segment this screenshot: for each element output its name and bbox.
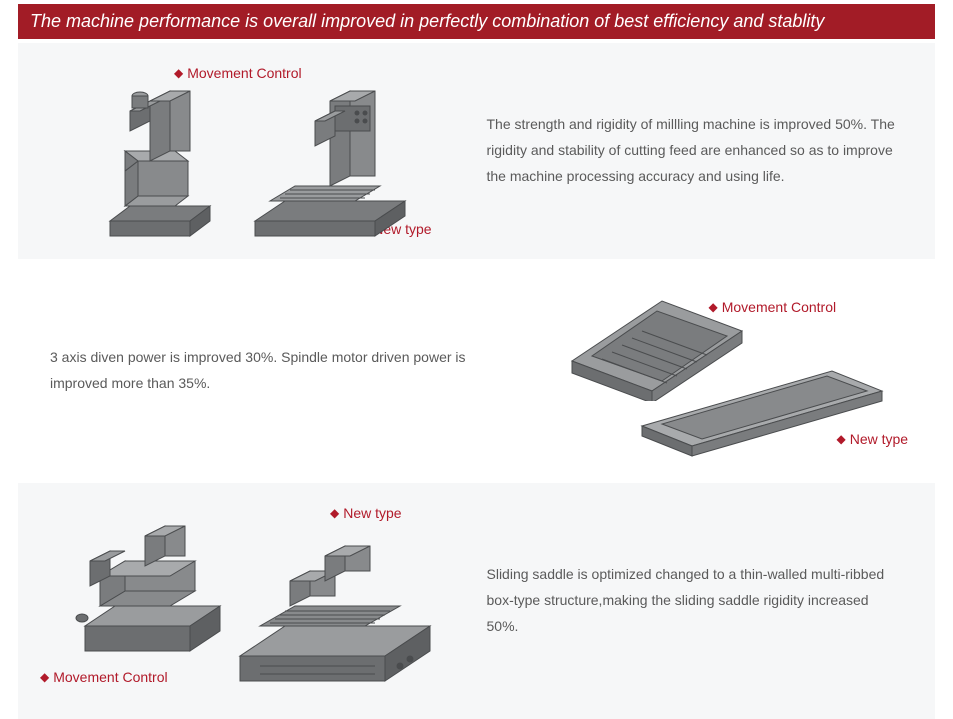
machine-illustration — [70, 516, 240, 666]
label-text: New type — [343, 505, 401, 521]
machine-illustration — [235, 71, 425, 241]
paragraph: 3 axis diven power is improved 30%. Spin… — [50, 345, 467, 397]
section-1: ◆Movement Control ◆New type — [18, 43, 935, 259]
diamond-icon: ◆ — [330, 506, 339, 520]
machine-illustration — [230, 526, 450, 701]
label-movement-control: ◆ Movement Control — [40, 669, 168, 685]
section-1-text: The strength and rigidity of millling ma… — [477, 112, 914, 190]
section-3-images: ◆ New type ◆ Movement Control — [40, 501, 477, 701]
label-text: Movement Control — [53, 669, 167, 685]
machine-illustration — [80, 71, 240, 241]
section-2-text: 3 axis diven power is improved 30%. Spin… — [40, 345, 477, 397]
section-3-text: Sliding saddle is optimized changed to a… — [477, 562, 914, 640]
banner-text: The machine performance is overall impro… — [30, 11, 824, 31]
section-2: 3 axis diven power is improved 30%. Spin… — [18, 263, 935, 479]
label-new-type: ◆ New type — [330, 505, 402, 521]
paragraph: The strength and rigidity of millling ma… — [487, 112, 904, 190]
section-1-images: ◆Movement Control ◆New type — [40, 61, 477, 241]
section-3: ◆ New type ◆ Movement Control — [18, 483, 935, 719]
machine-illustration — [632, 366, 892, 461]
paragraph: Sliding saddle is optimized changed to a… — [487, 562, 904, 640]
page-container: The machine performance is overall impro… — [0, 0, 953, 719]
diamond-icon: ◆ — [40, 670, 49, 684]
section-2-images: ◆Movement Control ◆New type — [477, 281, 914, 461]
banner: The machine performance is overall impro… — [18, 4, 935, 39]
